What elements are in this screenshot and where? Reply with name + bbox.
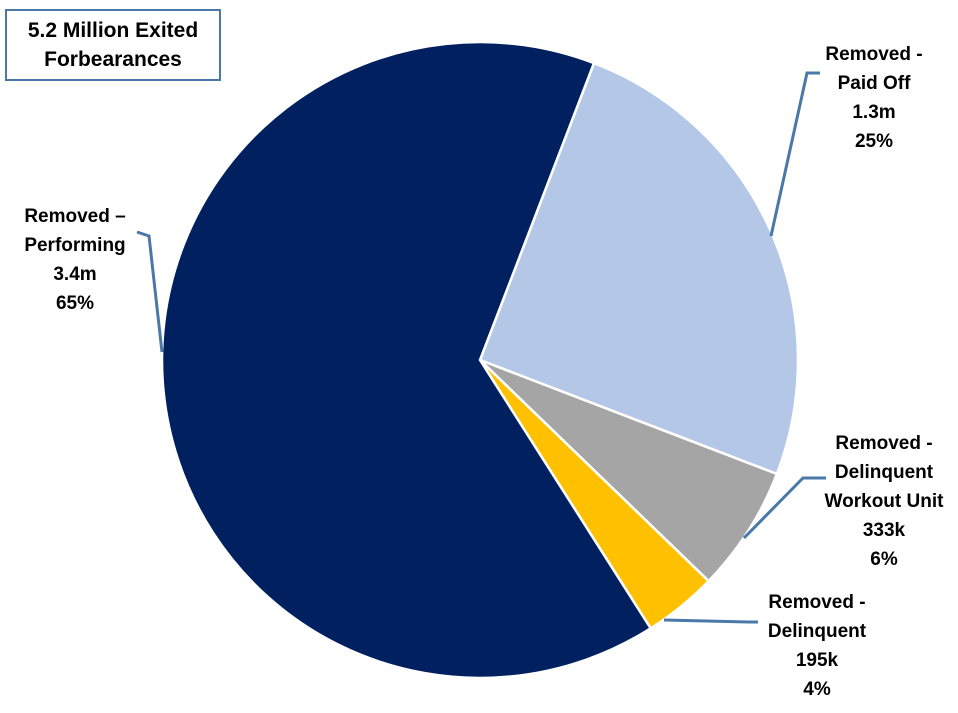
slice-label-3: Removed – Performing 3.4m 65% [24,206,125,314]
slice-label-1: Removed - Delinquent Workout Unit 333k 6% [825,433,945,570]
chart-title: 5.2 Million Exited Forbearances [5,9,221,81]
slice-label-3-line-3: 65% [56,293,94,314]
slice-label-3-line-0: Removed – [24,206,125,227]
slice-label-2-line-0: Removed - [768,592,865,613]
chart-title-line-1: 5.2 Million Exited [27,19,199,42]
slice-label-1-line-2: Workout Unit [825,491,945,512]
slice-label-2-line-3: 4% [803,679,831,700]
pie-slice-1 [479,358,779,583]
slice-label-0: Removed - Paid Off 1.3m 25% [825,44,922,152]
slice-label-1-line-3: 333k [863,520,906,541]
slice-label-0-line-0: Removed - [825,44,922,65]
slice-label-0-line-1: Paid Off [838,73,912,94]
leader-line-3 [136,230,164,353]
leader-line-0 [769,71,820,237]
slice-label-1-line-1: Delinquent [835,462,934,483]
slice-label-1-line-4: 6% [870,549,898,570]
chart-title-line-2: Forbearances [44,48,182,71]
slice-label-3-line-1: Performing [24,235,125,256]
leader-line-2 [663,618,758,624]
slice-label-0-line-2: 1.3m [852,102,895,123]
pie-slice-3 [160,40,653,680]
slice-label-0-line-3: 25% [855,131,893,152]
slice-label-3-line-2: 3.4m [53,264,96,285]
slice-label-2-line-2: 195k [796,650,839,671]
slice-label-2: Removed - Delinquent 195k 4% [768,592,867,700]
leader-line-1 [742,476,826,540]
pie-slice-0 [478,61,800,476]
slice-label-1-line-0: Removed - [835,433,932,454]
slice-label-2-line-1: Delinquent [768,621,867,642]
